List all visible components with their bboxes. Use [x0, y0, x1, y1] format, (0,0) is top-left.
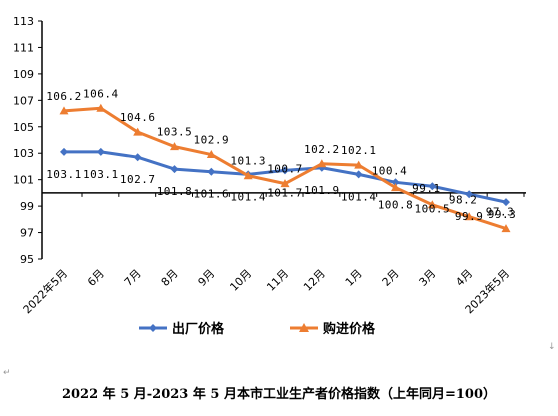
x-tick-label: 2月 — [380, 267, 402, 289]
data-label: 102.2 — [304, 143, 340, 156]
data-point — [464, 212, 474, 221]
data-point — [170, 165, 179, 174]
data-label: 101.6 — [194, 188, 230, 201]
y-tick-label: 105 — [13, 121, 34, 134]
x-tick-label: 12月 — [301, 267, 328, 294]
data-label: 100.5 — [415, 202, 451, 215]
data-label: 104.6 — [120, 111, 156, 124]
data-label: 99.3 — [488, 208, 517, 221]
data-label: 101.8 — [157, 185, 193, 198]
data-label: 100.4 — [372, 165, 408, 178]
data-label: 100.7 — [267, 163, 303, 176]
legend-label: 出厂价格 — [172, 321, 225, 337]
legend-label: 购进价格 — [323, 321, 376, 337]
data-point — [502, 198, 510, 207]
paragraph-mark-right: ↓ — [548, 342, 556, 352]
data-label: 97.3 — [486, 206, 515, 219]
data-point — [317, 159, 327, 168]
series-purchase-price — [59, 103, 511, 233]
data-point — [96, 103, 106, 112]
data-label: 103.1 — [83, 168, 119, 181]
x-tick-label: 9月 — [196, 267, 218, 289]
y-tick-label: 99 — [20, 200, 34, 213]
data-point — [59, 106, 69, 115]
data-point — [96, 147, 105, 156]
y-tick-label: 109 — [13, 68, 34, 81]
legend-item: 出厂价格 — [139, 321, 225, 337]
data-label: 101.9 — [304, 184, 340, 197]
data-point — [391, 183, 400, 192]
series-factory-price — [60, 147, 510, 207]
x-tick-label: 6月 — [85, 267, 107, 289]
data-label: 101.7 — [267, 186, 303, 199]
data-point — [465, 190, 474, 199]
y-tick-label: 95 — [20, 253, 34, 266]
data-point — [206, 150, 216, 159]
x-tick-label: 1月 — [343, 267, 365, 289]
y-tick-label: 113 — [13, 15, 34, 28]
data-point — [354, 160, 364, 169]
data-label: 101.4 — [341, 190, 377, 203]
data-point — [170, 142, 179, 151]
data-point — [354, 170, 363, 179]
legend: 出厂价格 购进价格 — [139, 321, 376, 337]
y-axis: 95 97 99 101 103 105 107 109 111 113 — [13, 15, 43, 266]
paragraph-mark-left: ↵ — [3, 368, 11, 378]
data-label: 103.5 — [157, 126, 193, 139]
x-tick-label: 8月 — [159, 267, 181, 289]
x-tick-label: 10月 — [227, 267, 254, 294]
x-tick-label: 11月 — [264, 267, 291, 294]
price-index-chart: 95 97 99 101 103 105 107 109 111 113 2022年5月 6月 7月 8… — [13, 15, 526, 337]
legend-item: 购进价格 — [290, 321, 376, 337]
y-tick-label: 111 — [13, 41, 34, 54]
data-label: 103.1 — [46, 168, 82, 181]
series-layer — [59, 103, 511, 233]
data-label: 100.8 — [378, 198, 414, 211]
data-point — [243, 171, 253, 180]
data-label: 101.3 — [230, 155, 266, 168]
data-point — [391, 178, 400, 187]
data-point — [60, 147, 68, 156]
x-tick-label: 7月 — [122, 267, 144, 289]
data-point — [427, 200, 437, 209]
data-point — [281, 166, 289, 175]
x-tick-label: 4月 — [453, 267, 475, 289]
data-point — [133, 153, 142, 162]
chart-caption: 2022 年 5 月-2023 年 5 月本市工业生产者价格指数（上年同月=10… — [61, 387, 497, 402]
y-tick-label: 97 — [20, 227, 34, 240]
data-label: 102.1 — [341, 144, 377, 157]
data-label: 99.9 — [455, 210, 484, 223]
y-tick-label: 107 — [13, 94, 34, 107]
data-point — [280, 179, 290, 188]
data-label: 98.2 — [449, 194, 478, 207]
data-point — [428, 182, 437, 191]
data-label: 102.9 — [194, 134, 230, 147]
data-point — [207, 167, 216, 176]
x-tick-label: 2022年5月 — [20, 266, 70, 316]
data-label: 101.4 — [230, 190, 266, 203]
data-label: 99.1 — [412, 182, 441, 195]
y-tick-label: 101 — [13, 174, 34, 187]
data-label: 106.4 — [83, 87, 119, 100]
data-label: 102.7 — [120, 173, 156, 186]
x-tick-label: 3月 — [417, 267, 439, 289]
data-point — [133, 127, 143, 136]
y-tick-label: 103 — [13, 147, 34, 160]
data-label: 106.2 — [46, 90, 82, 103]
data-point — [501, 224, 511, 233]
